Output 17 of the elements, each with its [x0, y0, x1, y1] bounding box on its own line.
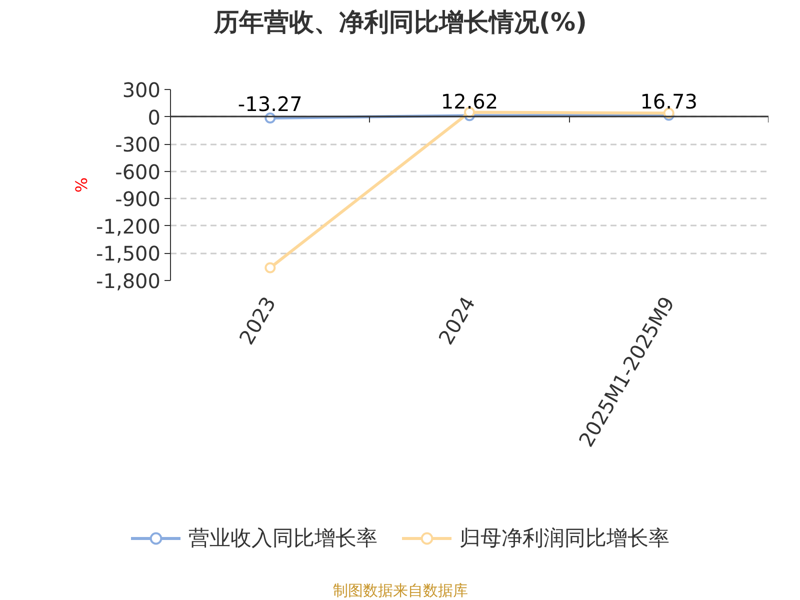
data-label: -13.27: [238, 92, 302, 116]
chart-title: 历年营收、净利同比增长情况(%): [213, 8, 587, 36]
legend-label: 营业收入同比增长率: [188, 525, 378, 552]
point: [264, 262, 276, 274]
y-tick-label: 300: [122, 78, 161, 102]
y-tick-label: -1,800: [96, 269, 161, 293]
y-tick-label: 0: [148, 105, 161, 130]
y-tick-label: -300: [115, 132, 160, 157]
text: 制图数据来自数据库: [333, 582, 468, 600]
y-axis-title: %: [72, 177, 92, 193]
y-tick-label: -900: [115, 187, 160, 212]
data-label: 16.73: [640, 89, 698, 114]
legend-label: 归母净利润同比增长率: [460, 525, 670, 552]
y-tick-label: -1,200: [96, 214, 161, 238]
y-tick-label: -600: [115, 160, 160, 184]
y-tick-label: -1,500: [96, 242, 161, 266]
data-label: 12.62: [440, 90, 498, 114]
